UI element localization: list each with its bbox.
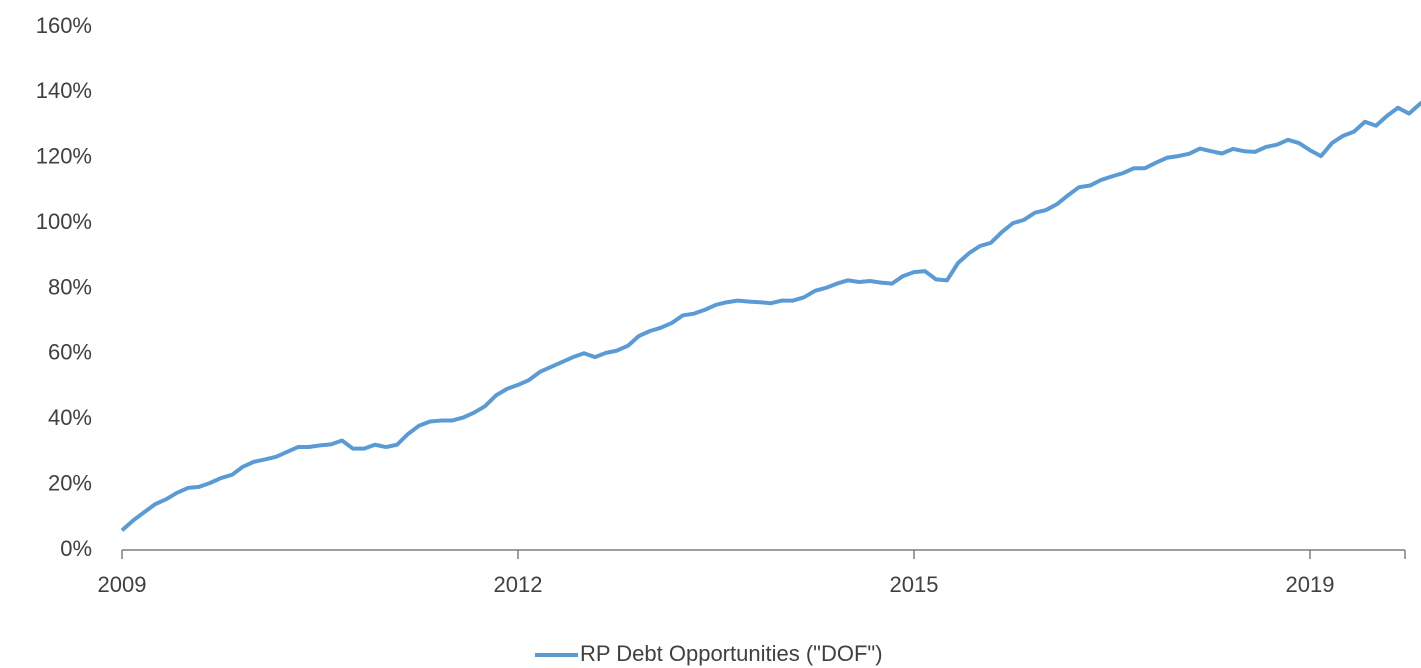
y-tick-label: 100%: [36, 209, 92, 234]
x-tick-label: 2012: [494, 572, 543, 597]
x-tick-label: 2015: [890, 572, 939, 597]
x-tick-label: 2019: [1286, 572, 1335, 597]
y-tick-label: 140%: [36, 78, 92, 103]
y-tick-label: 120%: [36, 144, 92, 169]
legend-label: RP Debt Opportunities ("DOF"): [580, 641, 883, 666]
y-tick-label: 60%: [48, 340, 92, 365]
y-tick-label: 20%: [48, 470, 92, 495]
y-tick-label: 40%: [48, 405, 92, 430]
y-tick-label: 160%: [36, 13, 92, 38]
data-line: [120, 100, 1421, 532]
y-tick-label: 0%: [60, 536, 92, 561]
y-tick-label: 80%: [48, 274, 92, 299]
x-tick-label: 2009: [98, 572, 147, 597]
